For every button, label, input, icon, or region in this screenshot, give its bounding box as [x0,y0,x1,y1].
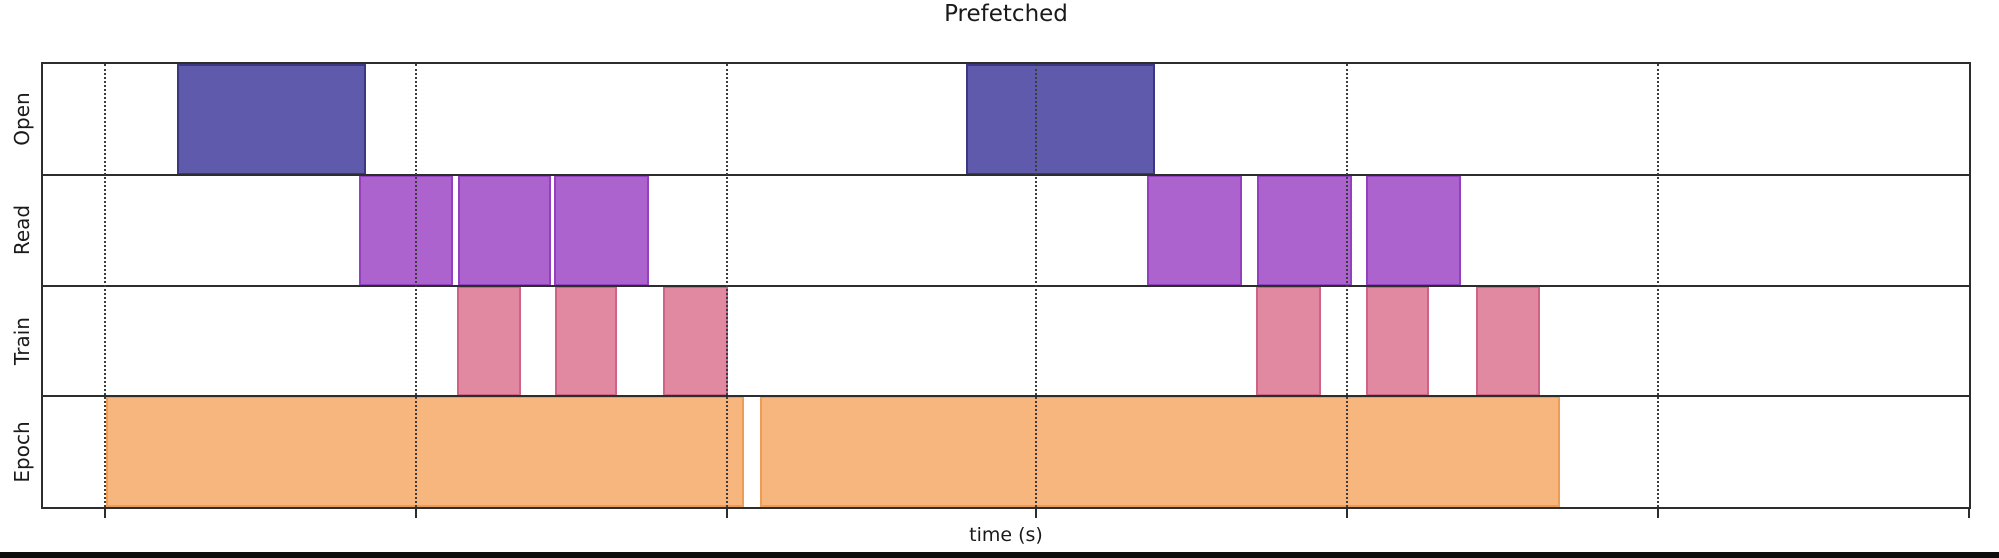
bar-open [965,64,1156,175]
y-axis-label-open: Open [10,92,34,147]
bar-epoch [105,396,744,507]
x-axis-tick [1035,507,1038,518]
bar-train [554,285,617,397]
bar-train [1256,285,1322,397]
x-axis-tick [1968,507,1970,518]
y-axis-label-train: Train [10,316,34,365]
bar-train [1476,285,1541,397]
chart-title: Prefetched [944,1,1068,27]
bar-read [457,174,551,286]
bar-train [1366,285,1430,397]
x-axis-tick [414,507,417,518]
bar-train [456,285,521,397]
row-separator [43,173,1969,176]
y-axis-label-read: Read [10,204,34,256]
x-gridline [1657,64,1660,507]
x-gridline [1346,64,1349,507]
bar-train [662,285,728,397]
bar-open [176,64,366,175]
x-axis-tick [1346,507,1349,518]
bar-read [1366,174,1462,286]
x-gridline [414,64,417,507]
x-gridline [725,64,728,507]
bar-read [1147,174,1243,286]
x-axis-label: time (s) [969,524,1043,546]
y-axis-label-epoch: Epoch [10,421,34,483]
x-gridline [104,64,107,507]
bar-read [358,174,453,286]
bar-epoch [759,396,1561,507]
x-axis-tick [1657,507,1660,518]
x-axis-tick [725,507,728,518]
bar-read [1257,174,1353,286]
row-separator [43,395,1969,398]
x-gridline [1035,64,1038,507]
row-separator [43,284,1969,287]
window-bottom-border [0,552,1999,558]
bar-read [553,174,649,286]
x-axis-tick [104,507,107,518]
plot-area [41,62,1971,518]
